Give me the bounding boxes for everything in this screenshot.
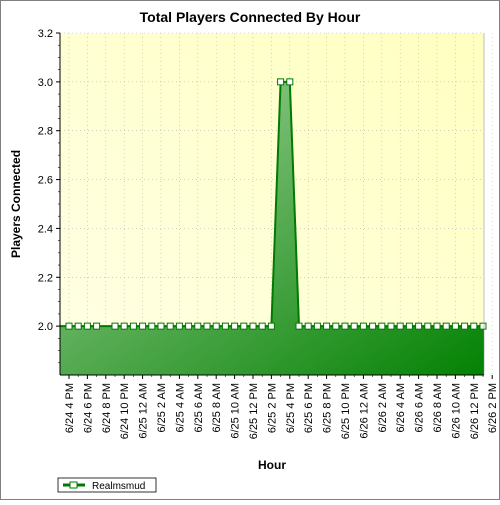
y-tick-label: 2.8 — [38, 126, 53, 138]
data-point — [157, 322, 165, 330]
x-tick-label: 6/26 8 AM — [432, 383, 444, 433]
x-tick-label: 6/25 12 PM — [248, 383, 260, 439]
data-point — [387, 322, 395, 330]
data-point — [479, 322, 487, 330]
data-point — [470, 322, 478, 330]
y-tick-label: 2.6 — [38, 175, 53, 187]
x-tick-label: 6/25 4 AM — [174, 383, 186, 433]
legend-box — [57, 477, 157, 493]
data-point — [424, 322, 432, 330]
x-tick-label: 6/26 12 PM — [469, 383, 481, 439]
x-tick-label: 6/26 2 AM — [377, 383, 389, 433]
data-point — [139, 322, 147, 330]
data-point — [240, 322, 248, 330]
data-point — [359, 322, 367, 330]
data-point — [461, 322, 469, 330]
x-tick-label: 6/25 8 AM — [211, 383, 223, 433]
data-point — [221, 322, 229, 330]
legend-label-realmsmud: Realmsmud — [92, 481, 145, 492]
x-tick-label: 6/24 8 PM — [101, 383, 113, 433]
data-point — [111, 322, 119, 330]
data-point — [166, 322, 174, 330]
data-point — [267, 322, 275, 330]
y-tick-label: 2.2 — [38, 272, 53, 284]
x-tick-label: 6/25 6 PM — [303, 383, 315, 433]
data-point — [415, 322, 423, 330]
data-point — [286, 78, 294, 86]
series-markers — [65, 78, 487, 330]
x-tick-label: 6/26 4 AM — [395, 383, 407, 433]
data-point — [93, 322, 101, 330]
data-point — [341, 322, 349, 330]
data-point — [203, 322, 211, 330]
y-tick-label: 2.0 — [38, 321, 53, 333]
data-point — [120, 322, 128, 330]
data-point — [433, 322, 441, 330]
data-point — [378, 322, 386, 330]
x-tick-label: 6/24 10 PM — [119, 383, 131, 439]
data-point — [258, 322, 266, 330]
chart-title: Total Players Connected By Hour — [140, 9, 361, 25]
data-point — [295, 322, 303, 330]
data-point — [442, 322, 450, 330]
data-point — [148, 322, 156, 330]
y-axis-title: Players Connected — [9, 150, 23, 258]
x-tick-label: 6/25 6 AM — [193, 383, 205, 433]
data-point — [129, 322, 137, 330]
y-axis-ticks: 2.0 2.2 2.4 2.6 2.8 3.0 3.2 — [38, 28, 60, 364]
x-tick-label: 6/25 2 PM — [266, 383, 278, 433]
legend: Realmsmud — [57, 477, 157, 493]
data-point — [350, 322, 358, 330]
x-tick-label: 6/25 12 AM — [138, 383, 150, 439]
data-point — [83, 322, 91, 330]
data-point — [212, 322, 220, 330]
x-tick-label: 6/24 4 PM — [64, 383, 76, 433]
data-point — [277, 78, 285, 86]
data-point — [175, 322, 183, 330]
data-point — [396, 322, 404, 330]
data-point — [74, 322, 82, 330]
x-tick-label: 6/26 10 AM — [450, 383, 462, 439]
legend-swatch-marker — [69, 481, 78, 489]
x-tick-label: 6/25 4 PM — [285, 383, 297, 433]
data-point — [451, 322, 459, 330]
x-axis-ticks: 6/24 4 PM 6/24 6 PM 6/24 8 PM 6/24 10 PM 6/2… — [64, 375, 499, 439]
data-point — [194, 322, 202, 330]
x-tick-label: 6/25 10 PM — [340, 383, 352, 439]
data-point — [249, 322, 257, 330]
data-point — [323, 322, 331, 330]
x-axis-title: Hour — [258, 458, 286, 472]
y-tick-label: 3.0 — [38, 77, 53, 89]
data-point — [313, 322, 321, 330]
x-tick-label: 6/24 6 PM — [82, 383, 94, 433]
data-point — [231, 322, 239, 330]
y-tick-label: 3.2 — [38, 28, 53, 40]
x-tick-label: 6/25 10 AM — [230, 383, 242, 439]
x-tick-label: 6/25 2 AM — [156, 383, 168, 433]
data-point — [185, 322, 193, 330]
x-tick-label: 6/26 12 AM — [358, 383, 370, 439]
x-tick-label: 6/26 2 PM — [487, 383, 499, 433]
data-point — [304, 322, 312, 330]
data-point — [65, 322, 73, 330]
x-tick-label: 6/26 6 AM — [414, 383, 426, 433]
data-point — [405, 322, 413, 330]
y-tick-label: 2.4 — [38, 223, 53, 235]
data-point — [369, 322, 377, 330]
data-point — [332, 322, 340, 330]
x-tick-label: 6/25 8 PM — [322, 383, 334, 433]
